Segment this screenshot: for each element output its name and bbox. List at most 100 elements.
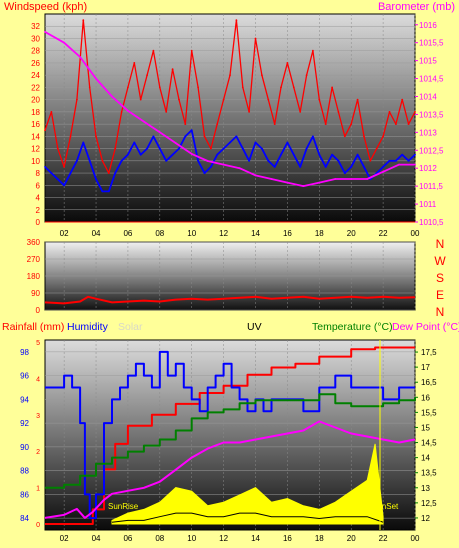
wind-direction-tick-labels: 0 90 180 270 360 xyxy=(27,238,41,315)
time-tick-label: 16 xyxy=(283,229,292,238)
windspeed-point xyxy=(235,19,238,21)
windspeed-point xyxy=(165,111,168,113)
humidity-tick-label: 86 xyxy=(20,490,29,499)
windspeed-point xyxy=(305,74,308,77)
rainfall-tick-labels: 0 1 2 3 4 5 xyxy=(36,340,40,529)
compass-label: N xyxy=(436,305,445,319)
time-tick-label: 12 xyxy=(219,229,228,238)
wind-average-point xyxy=(203,172,206,175)
windspeed-point xyxy=(363,135,365,138)
barometer-tick-label: 1016 xyxy=(419,21,437,30)
barometer-point xyxy=(79,56,81,58)
windspeed-point xyxy=(146,74,149,77)
wind-average-point xyxy=(127,153,129,156)
windspeed-point xyxy=(210,147,212,150)
temperature-axis-label: Temperature (°C) xyxy=(312,321,393,333)
barometer-tick-label: 1015,5 xyxy=(419,39,444,48)
wind-average-point xyxy=(50,172,53,175)
windspeed-point xyxy=(331,86,333,89)
rainfall-tick-label: 0 xyxy=(36,522,40,529)
wind-average-point xyxy=(107,190,110,193)
wind-average-point xyxy=(261,147,263,150)
wind-direction-tick-label: 360 xyxy=(27,238,41,247)
humidity-tick-label: 92 xyxy=(20,419,29,428)
wind-average-point xyxy=(414,153,416,156)
wind-average-point xyxy=(292,153,295,156)
time-tick-label: 10 xyxy=(187,534,196,543)
windspeed-point xyxy=(292,86,295,89)
time-tick-label: 08 xyxy=(155,534,164,543)
windspeed-point xyxy=(222,98,225,101)
temperature-tick-label: 15 xyxy=(421,423,430,432)
compass-label: W xyxy=(434,254,446,268)
windspeed-point xyxy=(337,111,340,113)
barometer-line xyxy=(44,31,415,188)
windspeed-point xyxy=(44,129,46,132)
rainfall-tick-label: 4 xyxy=(36,376,40,383)
wind-average-point xyxy=(197,159,200,162)
windspeed-axis-label: Windspeed (kph) xyxy=(4,1,87,13)
barometer-point xyxy=(270,178,273,180)
temperature-tick-label: 13,5 xyxy=(421,469,437,478)
wind-average-point xyxy=(241,147,244,150)
windspeed-point xyxy=(82,19,85,21)
wind-average-point xyxy=(388,159,391,162)
barometer-point xyxy=(44,31,46,33)
wind-time-axis: 02 04 06 08 10 12 14 16 18 20 22 00 xyxy=(60,229,420,238)
windspeed-tick-label: 4 xyxy=(36,194,41,203)
wind-series xyxy=(44,19,416,193)
windspeed-tick-label: 20 xyxy=(31,96,40,105)
windspeed-point xyxy=(69,135,72,138)
time-tick-label: 02 xyxy=(60,229,69,238)
barometer-tick-label: 1014 xyxy=(419,92,437,101)
wind-average-point xyxy=(273,166,276,168)
time-tick-label: 18 xyxy=(315,229,324,238)
time-tick-label: 00 xyxy=(411,229,420,238)
wind-average-point xyxy=(88,159,91,162)
wind-average-point xyxy=(56,178,59,181)
barometer-point xyxy=(302,185,305,188)
time-tick-label: 18 xyxy=(315,534,324,543)
humidity-tick-label: 98 xyxy=(20,348,29,357)
windspeed-point xyxy=(369,159,372,162)
windspeed-point xyxy=(184,123,187,125)
solar-legend-label: Solar xyxy=(118,321,143,333)
windspeed-point xyxy=(254,37,257,40)
wind-average-point xyxy=(229,141,231,144)
wind-average-point xyxy=(312,135,314,138)
compass-label: E xyxy=(436,288,444,302)
wind-average-point xyxy=(82,141,85,144)
time-tick-label: 10 xyxy=(187,229,196,238)
wind-average-point xyxy=(158,147,161,150)
barometer-point xyxy=(366,178,369,180)
temperature-tick-label: 16 xyxy=(421,393,430,402)
temperature-tick-label: 13 xyxy=(421,484,430,493)
windspeed-point xyxy=(350,123,353,125)
wind-average-point xyxy=(120,159,123,162)
barometer-point xyxy=(414,163,416,166)
windspeed-point xyxy=(241,86,244,89)
barometer-tick-label: 1012 xyxy=(419,164,437,173)
barometer-point xyxy=(158,131,161,134)
wind-average-point xyxy=(363,166,365,168)
windspeed-tick-label: 0 xyxy=(36,218,41,227)
dew-point-axis-label: Dew Point (°C) xyxy=(392,321,459,333)
compass-label: S xyxy=(436,271,444,285)
wind-average-point xyxy=(267,159,270,162)
time-tick-label: 08 xyxy=(155,229,164,238)
time-tick-label: 04 xyxy=(92,229,101,238)
wind-direction-tick-label: 180 xyxy=(27,272,41,281)
wind-average-point xyxy=(343,172,346,175)
windspeed-tick-label: 2 xyxy=(36,206,41,215)
time-tick-label: 14 xyxy=(251,534,260,543)
wind-average-point xyxy=(382,166,384,168)
wind-average-point xyxy=(407,159,410,162)
windspeed-point xyxy=(107,172,110,175)
wind-average-point xyxy=(146,147,149,150)
humidity-line xyxy=(45,350,415,520)
wind-average-point xyxy=(76,159,78,162)
windspeed-tick-label: 24 xyxy=(31,71,40,80)
